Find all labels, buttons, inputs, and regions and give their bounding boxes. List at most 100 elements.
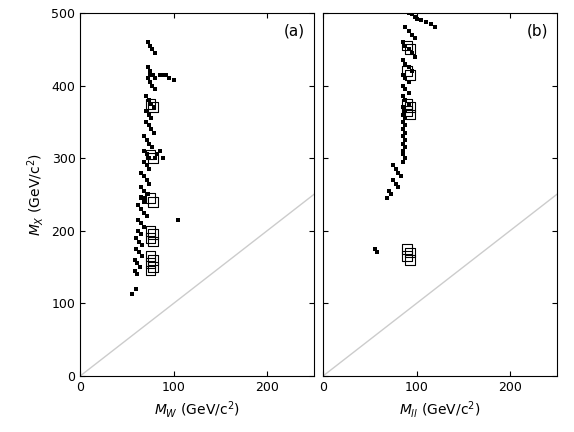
Point [155,71,164,78]
Point [144,122,153,129]
Point [143,191,152,198]
Point [139,147,149,154]
Point [148,46,157,53]
Point [405,10,414,16]
Point [401,129,410,136]
Point [391,165,401,172]
Point [405,100,414,107]
Point [146,235,155,241]
Point [430,24,440,31]
Point [408,31,417,38]
Point [137,253,146,260]
Point [142,191,152,198]
Point [133,271,142,278]
Point [137,220,146,227]
Point [398,126,407,133]
Point [133,260,142,267]
Point [135,238,144,245]
Point [146,42,155,49]
Point [410,35,420,42]
Point [152,151,161,158]
Point [146,253,155,260]
Point [401,42,410,49]
Point [408,49,417,56]
Point [405,71,414,78]
Point [174,216,183,223]
Point [148,82,157,89]
Point [130,256,139,263]
Point [135,264,145,270]
Point [145,165,154,172]
Point [398,158,407,165]
Point [398,140,407,147]
Point [139,224,149,231]
Point [398,111,407,118]
Point [134,216,143,223]
Point [405,79,414,86]
Point [143,64,152,71]
Point [139,209,149,216]
Point [137,169,146,176]
Point [142,137,152,143]
Point [147,100,156,107]
Point [403,253,412,260]
Point [150,155,160,162]
Point [405,104,414,111]
Point [162,72,171,79]
Text: (a): (a) [284,24,305,39]
Point [146,71,155,78]
Point [146,227,155,234]
Point [132,245,141,252]
Point [150,86,160,92]
Point [401,115,410,122]
Point [405,46,414,53]
Point [401,24,410,31]
Text: (b): (b) [526,24,548,39]
Point [141,118,150,125]
Point [142,176,152,183]
Point [403,245,412,252]
Point [155,147,164,154]
Point [144,111,153,118]
Point [169,76,179,83]
Point [405,46,414,53]
Point [150,49,160,56]
Point [146,67,155,74]
Point [146,267,155,274]
Point [410,13,420,20]
Point [396,173,405,180]
Point [147,126,156,133]
X-axis label: $M_{ll}$ (GeV/c$^2$): $M_{ll}$ (GeV/c$^2$) [400,399,481,420]
Point [143,75,152,82]
Point [405,256,414,263]
Point [417,17,426,24]
Point [408,11,417,18]
Point [130,267,139,274]
Point [398,147,407,154]
Point [137,193,146,200]
Point [405,111,414,118]
Point [373,249,382,256]
Point [137,206,146,213]
Point [401,75,410,82]
Point [145,155,154,162]
Point [132,235,141,241]
Point [132,285,141,292]
Point [144,97,153,104]
Point [139,187,149,194]
Point [158,71,167,78]
Point [398,118,407,125]
Point [148,71,157,78]
Point [142,162,152,169]
Point [401,122,410,129]
Point [405,249,414,256]
Point [150,104,159,111]
Point [426,20,435,27]
Point [398,133,407,140]
Point [401,155,410,162]
Point [401,60,410,67]
Point [401,137,410,143]
Point [146,260,155,267]
Point [403,100,412,107]
Point [134,202,143,209]
